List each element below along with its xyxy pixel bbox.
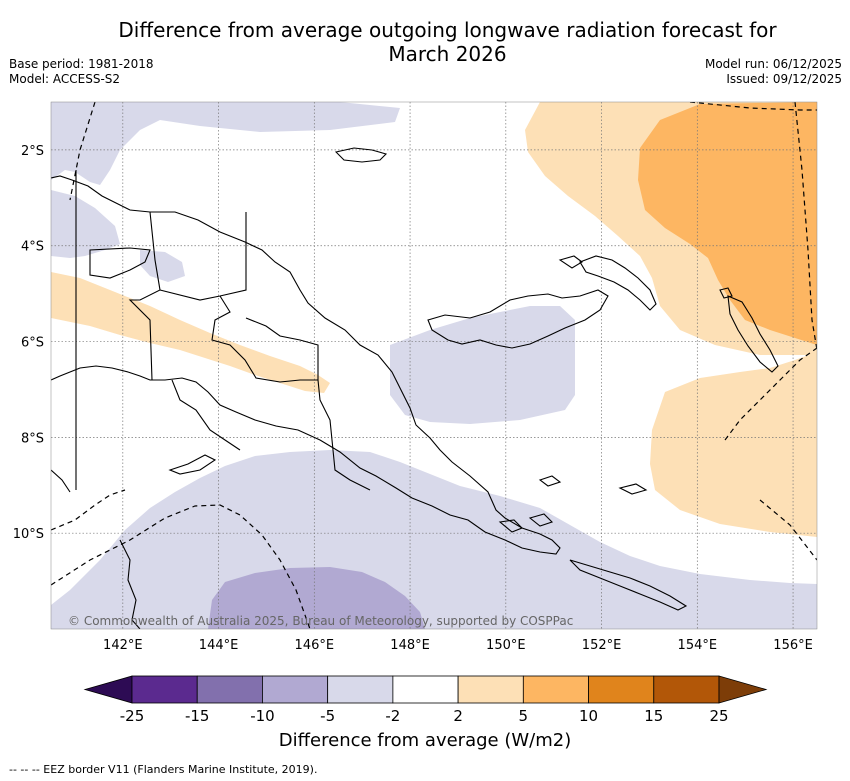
- chart-title: Difference from average outgoing longwav…: [0, 18, 850, 66]
- colorbar-segment: [653, 675, 720, 704]
- new-ireland-coast: [579, 255, 657, 311]
- axes: 142°E 144°E 146°E 148°E 150°E 152°E 154°E 156°E…: [13, 144, 813, 653]
- colorbar-extend-high: [718, 675, 768, 704]
- colorbar-segment: [457, 675, 524, 704]
- dentrecasteaux-coast: [498, 513, 554, 533]
- coastlines: [51, 147, 779, 629]
- model-run: Model run: 06/12/2025: [704, 57, 842, 71]
- x-tick-label: 154°E: [678, 638, 718, 653]
- colorbar-tick-label: -5: [320, 707, 335, 725]
- model-name: Model: ACCESS-S2: [9, 72, 121, 86]
- region-central-png: [390, 306, 575, 424]
- y-tick-label: 6°S: [21, 336, 44, 351]
- buka-coast: [719, 287, 733, 299]
- meta-left: Base period: 1981-2018 Model: ACCESS-S2: [9, 57, 154, 87]
- colorbar-segment: [522, 675, 589, 704]
- south-coast-islands: [168, 454, 217, 475]
- eez-legend-dashes: -- --: [9, 763, 32, 776]
- colorbar-tick-label: -2: [385, 707, 400, 725]
- region-north-west: [51, 102, 400, 282]
- eez-borders: [51, 102, 817, 629]
- colorbar-tick-label: -15: [185, 707, 210, 725]
- eez-west: [69, 102, 96, 201]
- colorbar-segment: [262, 675, 329, 704]
- x-tick-label: 156°E: [773, 638, 813, 653]
- colorbar: -25 -15 -10 -5 -2 2 5 10 15 25: [83, 675, 768, 725]
- eez-south-west: [51, 489, 126, 531]
- colorbar-tick-label: 5: [519, 707, 529, 725]
- trobriand-coast: [538, 475, 562, 487]
- eez-legend-text: -- EEZ border V11 (Flanders Marine Insti…: [31, 763, 318, 776]
- eez-south-east: [724, 347, 817, 561]
- x-tick-label: 142°E: [103, 638, 143, 653]
- x-tick-label: 148°E: [390, 638, 430, 653]
- province-boundaries: [89, 211, 371, 491]
- map-frame: [50, 101, 818, 630]
- colorbar-tick-label: 25: [709, 707, 728, 725]
- colorbar-extend-low: [83, 675, 133, 704]
- new-guinea-coast: [51, 175, 561, 555]
- louisiade-coast: [569, 559, 688, 611]
- region-east: [650, 352, 817, 537]
- gridlines: [51, 102, 817, 629]
- woodlark-coast: [618, 483, 648, 495]
- x-tick-label: 152°E: [582, 638, 622, 653]
- torres-strait-coast: [119, 539, 141, 629]
- x-tick-label: 150°E: [486, 638, 526, 653]
- colorbar-segment: [131, 675, 198, 704]
- colorbar-segment: [196, 675, 263, 704]
- new-hanover-coast: [558, 255, 583, 269]
- colorbar-segment: [588, 675, 655, 704]
- region-north-east-core: [638, 102, 817, 345]
- borders: [75, 170, 371, 491]
- copyright-text: © Commonwealth of Australia 2025, Bureau…: [68, 614, 573, 628]
- base-period: Base period: 1981-2018: [9, 57, 154, 71]
- x-tick-label: 144°E: [199, 638, 239, 653]
- new-britain-coast: [427, 289, 609, 349]
- map-plot-area: [51, 102, 817, 629]
- region-southern-core: [208, 567, 425, 629]
- colorbar-tick-label: 15: [644, 707, 663, 725]
- eez-east-vertical: [794, 102, 817, 351]
- y-tick-label: 8°S: [21, 431, 44, 446]
- y-tick-label: 4°S: [21, 240, 44, 255]
- colorbar-segment: [392, 675, 459, 704]
- footer-legend: -- -- -- EEZ border V11 (Flanders Marine…: [9, 763, 317, 776]
- issued-date: Issued: 09/12/2025: [726, 72, 842, 86]
- eez-south-arc: [51, 504, 311, 629]
- colorbar-tick-label: 2: [453, 707, 463, 725]
- australia-coast: [51, 469, 71, 493]
- meta-right: Model run: 06/12/2025 Issued: 09/12/2025: [705, 57, 842, 87]
- colorbar-tick-label: -25: [120, 707, 145, 725]
- colorbar-title: Difference from average (W/m2): [278, 730, 572, 751]
- colorbar-tick-label: 10: [579, 707, 598, 725]
- manus-coast: [334, 147, 388, 163]
- title-line-2: March 2026: [388, 42, 507, 66]
- region-highlands-band: [51, 272, 330, 393]
- eez-north-east: [689, 102, 817, 111]
- anomaly-regions: [51, 102, 817, 629]
- colorbar-tick-label: -10: [250, 707, 275, 725]
- y-tick-label: 2°S: [21, 144, 44, 159]
- title-line-1: Difference from average outgoing longwav…: [118, 18, 777, 42]
- y-tick-label: 10°S: [13, 527, 44, 542]
- x-tick-label: 146°E: [295, 638, 335, 653]
- colorbar-segment: [327, 675, 394, 704]
- bougainville-coast: [727, 295, 779, 373]
